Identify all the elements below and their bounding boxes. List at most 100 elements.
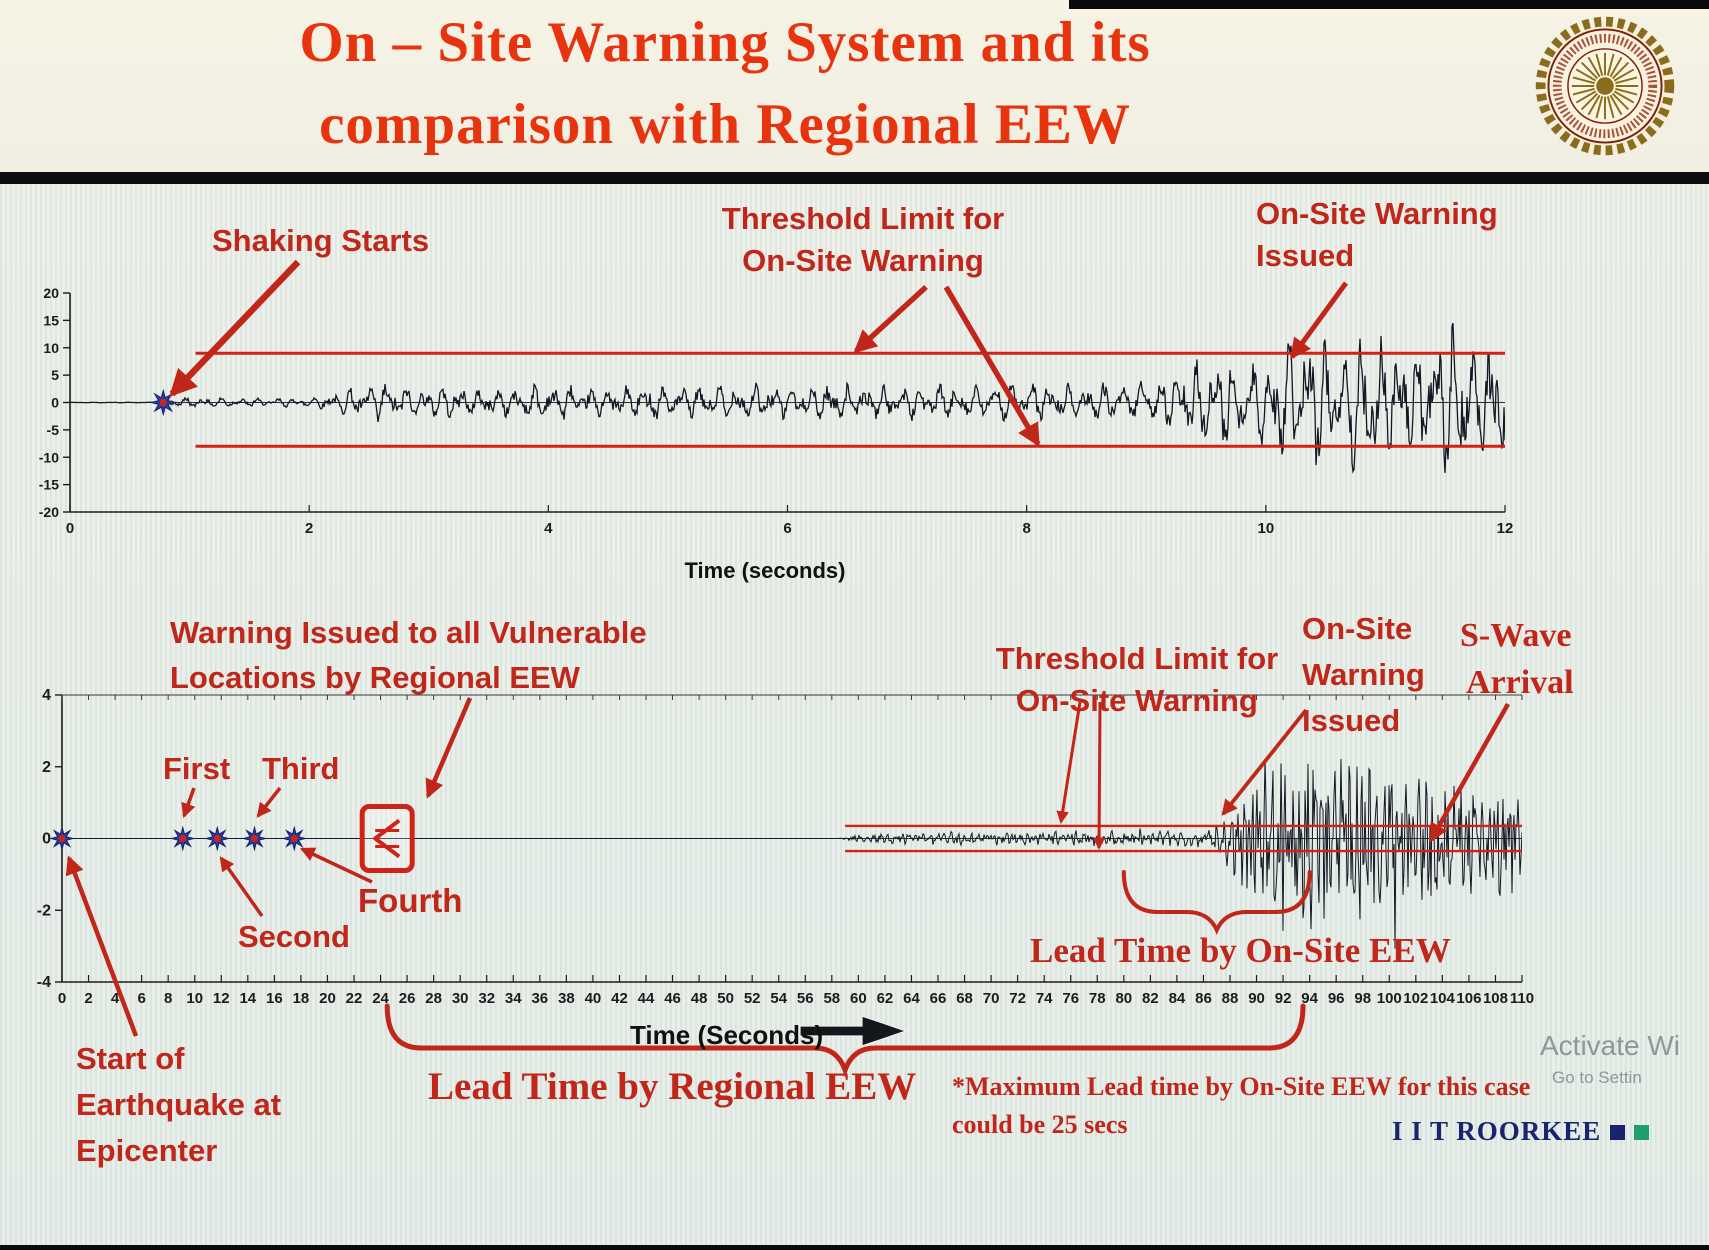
svg-text:88: 88: [1222, 990, 1239, 1007]
svg-text:68: 68: [956, 990, 973, 1007]
svg-text:15: 15: [43, 312, 59, 328]
svg-text:6: 6: [137, 990, 145, 1007]
ann-threshold-1-line1: Threshold Limit for: [721, 201, 1005, 236]
fourth-pwave-marker: [281, 825, 308, 852]
ann-fourth: Fourth: [358, 882, 463, 919]
svg-text:4: 4: [42, 687, 51, 704]
svg-text:5: 5: [51, 367, 59, 383]
svg-text:-4: -4: [37, 974, 51, 991]
ann-third: Third: [262, 751, 340, 786]
go-to-settings-watermark: Go to Settin: [1552, 1068, 1642, 1087]
ann-lead-time-onsite: Lead Time by On-Site EEW: [1030, 931, 1451, 970]
svg-text:6: 6: [783, 520, 791, 537]
brand-square-navy: [1610, 1125, 1626, 1140]
ann-shaking-starts-text: Shaking Starts: [212, 223, 430, 258]
ann-first: First: [163, 751, 231, 786]
svg-text:4: 4: [544, 520, 553, 537]
brace-lead-regional: [384, 1003, 1306, 1078]
ann-start-earthquake: Start of Earthquake at Epicenter: [76, 1036, 281, 1174]
svg-text:106: 106: [1456, 990, 1481, 1007]
slide-header: On – Site Warning System and its compari…: [0, 0, 1709, 172]
x-ticks: 0 2 4 6 8 10 12: [66, 505, 1514, 537]
chart2-xlabel: Time (Seconds): [630, 1020, 824, 1050]
ann-swave-arrival: S-Wave Arrival: [1460, 612, 1574, 706]
svg-text:-5: -5: [47, 422, 60, 438]
svg-text:86: 86: [1195, 990, 1212, 1007]
svg-text:20: 20: [43, 285, 59, 301]
svg-text:0: 0: [66, 520, 74, 537]
svg-text:48: 48: [691, 990, 708, 1007]
svg-text:82: 82: [1142, 990, 1159, 1007]
svg-text:4: 4: [111, 990, 120, 1007]
svg-text:40: 40: [585, 990, 602, 1007]
shaking-starts-marker: [149, 388, 176, 417]
svg-text:2: 2: [305, 520, 313, 537]
svg-text:8: 8: [164, 990, 172, 1007]
svg-text:12: 12: [1497, 520, 1514, 537]
y-ticks: 4 2 0 -2 -4: [37, 687, 62, 991]
svg-text:34: 34: [505, 990, 522, 1007]
svg-text:2: 2: [84, 990, 92, 1007]
ann-swave-line1: S-Wave: [1460, 617, 1572, 654]
svg-text:108: 108: [1483, 990, 1508, 1007]
svg-text:42: 42: [611, 990, 628, 1007]
ann-onsite-1-line2: Issued: [1256, 238, 1355, 273]
svg-text:38: 38: [558, 990, 575, 1007]
ann-threshold-limit-1: Threshold Limit for On-Site Warning: [688, 198, 1038, 282]
title-line-1: On – Site Warning System and its: [299, 11, 1151, 74]
svg-text:24: 24: [372, 990, 389, 1007]
ann-onsite-warning-issued-1: On-Site Warning Issued: [1256, 193, 1498, 277]
arrow-second: [219, 856, 264, 918]
svg-text:60: 60: [850, 990, 867, 1007]
iit-roorkee-wordmark-text: I I T ROORKEE: [1392, 1116, 1602, 1146]
ann-shaking-starts: Shaking Starts: [212, 220, 429, 262]
logo-hub: [1596, 77, 1614, 95]
epicenter-marker: [49, 825, 75, 852]
svg-text:20: 20: [319, 990, 336, 1007]
brand-square-teal: [1634, 1125, 1650, 1140]
seismogram-waveform: [70, 323, 1505, 474]
svg-text:16: 16: [266, 990, 283, 1007]
svg-text:70: 70: [983, 990, 1000, 1007]
ann-regional-line2: Locations by Regional EEW: [170, 660, 580, 695]
svg-text:36: 36: [531, 990, 548, 1007]
ann-threshold-1-line2: On-Site Warning: [742, 243, 984, 278]
ann-max-note-line2: could be 25 secs: [952, 1110, 1128, 1139]
arrow-onsite-warning-2: [1221, 708, 1308, 816]
svg-text:12: 12: [213, 990, 230, 1007]
svg-text:56: 56: [797, 990, 814, 1007]
ann-second: Second: [238, 919, 350, 954]
svg-text:98: 98: [1354, 990, 1371, 1007]
svg-text:104: 104: [1430, 990, 1456, 1007]
svg-text:72: 72: [1009, 990, 1026, 1007]
svg-text:18: 18: [293, 990, 310, 1007]
svg-text:-15: -15: [39, 477, 59, 493]
activate-windows-watermark: Activate Wi: [1540, 1030, 1681, 1061]
arrow-regional-warning: [425, 697, 473, 799]
svg-text:22: 22: [346, 990, 363, 1007]
ann-onsite-2-line1: On-Site: [1302, 611, 1413, 646]
ann-start-line1: Start of: [76, 1041, 185, 1076]
arrow-threshold2-lower: [1092, 701, 1106, 850]
ann-threshold-2-line1: Threshold Limit for: [995, 641, 1279, 676]
svg-text:54: 54: [770, 990, 787, 1007]
ann-start-line3: Epicenter: [76, 1133, 218, 1168]
arrow-threshold2-upper: [1056, 701, 1082, 824]
ann-onsite-2-line3: Issued: [1302, 703, 1401, 738]
arrow-third: [256, 786, 282, 818]
x-ticks: 0 2 4 6 8 10 12 14 16 18 20 22 24 26 28 30 32 34 36 38 40 42 4…: [58, 695, 1534, 1007]
arrow-threshold1-lower: [943, 285, 1041, 447]
svg-text:100: 100: [1377, 990, 1402, 1007]
ann-lead-time-regional: Lead Time by Regional EEW: [428, 1065, 917, 1108]
logo-text-ring: [1552, 33, 1658, 139]
svg-text:78: 78: [1089, 990, 1106, 1007]
svg-text:0: 0: [58, 990, 66, 1007]
regional-record-chart: 420-2-40 2 4 6 8 10 12 14 16 18 20 22 24 26 28 30 32 34 36…: [37, 687, 1534, 1007]
svg-text:50: 50: [717, 990, 734, 1007]
brace-lead-onsite: [1121, 870, 1312, 935]
svg-text:30: 30: [452, 990, 469, 1007]
svg-text:0: 0: [51, 395, 59, 411]
svg-text:44: 44: [638, 990, 655, 1007]
